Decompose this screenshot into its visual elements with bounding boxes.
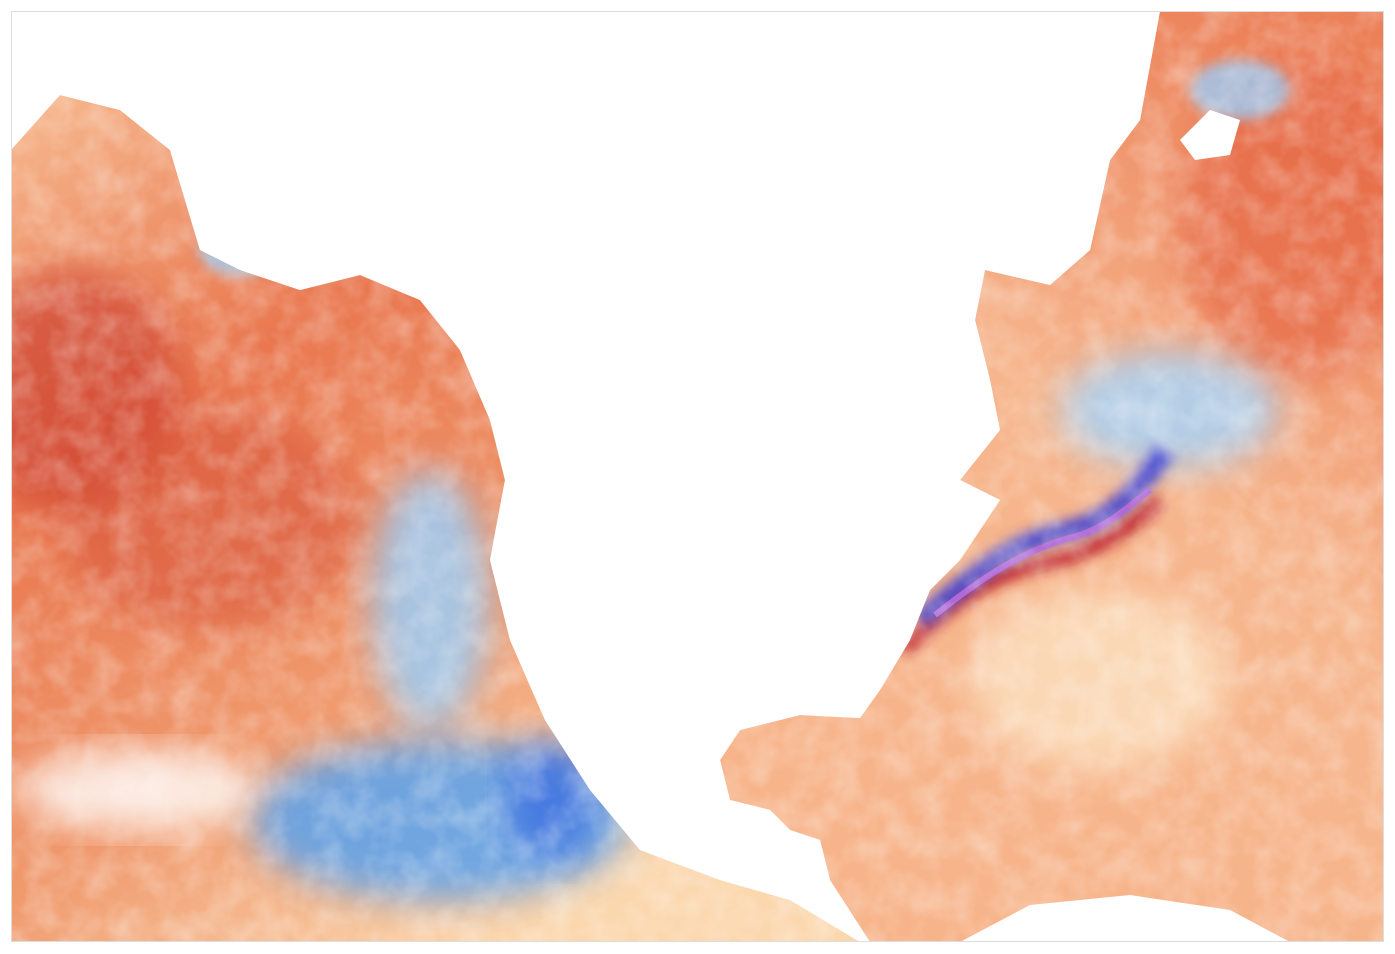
ocean-layer <box>11 11 1384 942</box>
land-north-america <box>11 11 1160 942</box>
land-greenland-fragment <box>1180 110 1240 160</box>
map-frame <box>11 11 1384 942</box>
land-south <box>960 895 1290 942</box>
